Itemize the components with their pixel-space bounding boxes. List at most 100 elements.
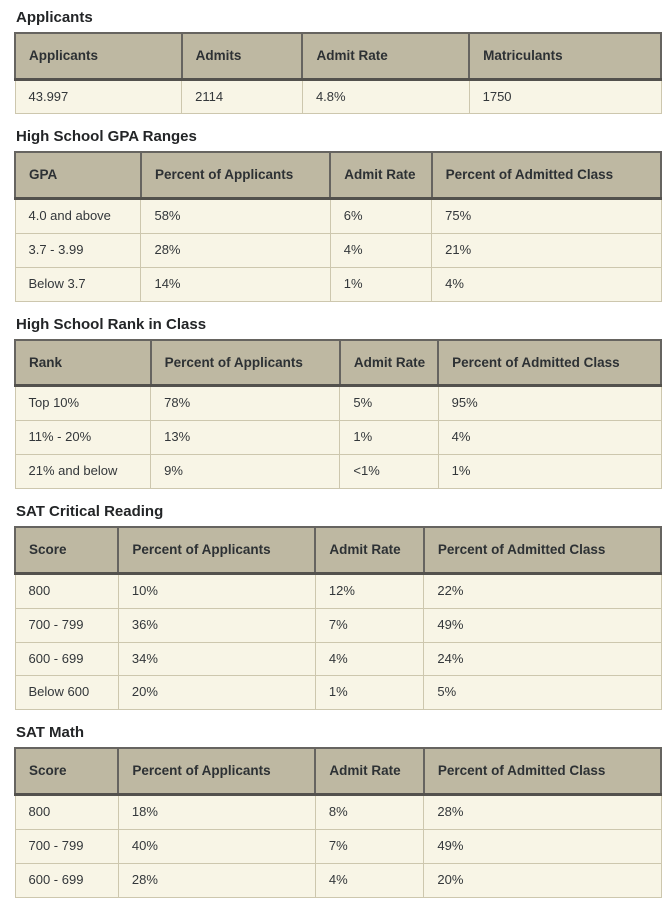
column-header: Percent of Applicants	[139, 151, 332, 200]
table-row: 11% - 20% 13% 1% 4%	[14, 420, 662, 456]
stats-section: SAT Critical Reading Score Percent of App…	[13, 504, 663, 711]
stats-table: Applicants Admits Admit Rate Matriculants 4…	[14, 31, 662, 115]
table-row: 3.7 - 3.99 28% 4% 21%	[14, 232, 662, 268]
table-cell: 21% and below	[14, 454, 152, 490]
table-cell: 43.997	[14, 78, 183, 115]
table-cell: 3.7 - 3.99	[14, 232, 142, 268]
table-header-row: GPA Percent of Applicants Admit Rate Percen…	[14, 151, 663, 200]
table-cell: 1%	[339, 420, 439, 456]
column-header: Percent of Applicants	[149, 338, 341, 388]
table-cell: 4.0 and above	[14, 197, 142, 234]
section-title: High School GPA Ranges	[16, 128, 197, 146]
table-cell: 40%	[117, 828, 316, 864]
table-cell: 4%	[329, 232, 433, 268]
column-header: Percent of Applicants	[117, 526, 317, 575]
column-header: Score	[13, 526, 120, 575]
stats-table: GPA Percent of Applicants Admit Rate Percen…	[14, 151, 663, 302]
table-row: Top 10% 78% 5% 95%	[14, 385, 662, 422]
table-row: 600 - 699 34% 4% 24%	[14, 641, 662, 677]
table-row: Below 3.7 14% 1% 4%	[14, 266, 662, 302]
column-header: Rank	[14, 338, 152, 388]
table-cell: 2114	[181, 78, 303, 115]
table-cell: 20%	[423, 862, 662, 898]
stats-table: Score Percent of Applicants Admit Rate Perc…	[13, 526, 663, 711]
table-cell: 7%	[314, 828, 425, 864]
table-cell: 5%	[423, 675, 662, 711]
column-header: Matriculants	[468, 31, 662, 81]
table-cell: 4%	[437, 420, 662, 456]
table-cell: 9%	[150, 454, 341, 490]
table-cell: 5%	[339, 385, 439, 422]
stats-section: SAT Math Score Percent of Applicants Admit…	[13, 724, 663, 898]
stats-section: High School Rank in Class Rank Percent of…	[14, 315, 662, 490]
column-header: GPA	[14, 151, 142, 200]
table-cell: 49%	[423, 607, 662, 643]
table-cell: 22%	[423, 572, 662, 609]
column-header: Percent of Admitted Class	[422, 747, 663, 796]
table-cell: 700 - 799	[14, 828, 119, 864]
table-cell: 28%	[117, 862, 316, 898]
table-cell: 1%	[329, 266, 433, 302]
table-row: Below 600 20% 1% 5%	[14, 675, 662, 711]
table-cell: Below 600	[14, 675, 119, 711]
column-header: Percent of Applicants	[117, 747, 317, 796]
table-cell: 78%	[150, 385, 341, 422]
table-cell: 800	[14, 793, 119, 830]
table-cell: 95%	[437, 385, 662, 422]
stats-table: Score Percent of Applicants Admit Rate Perc…	[13, 747, 663, 898]
table-row: 4.0 and above 58% 6% 75%	[14, 197, 662, 234]
table-cell: 600 - 699	[14, 862, 119, 898]
table-cell: 28%	[423, 793, 662, 830]
table-cell: 4.8%	[301, 78, 470, 115]
column-header: Percent of Admitted Class	[430, 151, 663, 200]
table-cell: 1750	[468, 78, 662, 115]
table-cell: 4%	[314, 641, 425, 677]
table-cell: 1%	[437, 454, 662, 490]
table-cell: 12%	[314, 572, 425, 609]
table-cell: 28%	[140, 232, 331, 268]
table-cell: 7%	[314, 607, 425, 643]
table-row: 21% and below 9% <1% 1%	[14, 454, 662, 490]
table-row: 700 - 799 40% 7% 49%	[14, 828, 662, 864]
table-row: 800 18% 8% 28%	[14, 793, 662, 830]
section-title: SAT Math	[16, 724, 85, 742]
table-cell: 6%	[329, 197, 433, 234]
table-cell: 18%	[117, 793, 316, 830]
table-row: 800 10% 12% 22%	[14, 572, 662, 609]
table-header-row: Score Percent of Applicants Admit Rate Perc…	[13, 747, 663, 796]
table-row: 600 - 699 28% 4% 20%	[14, 862, 662, 898]
table-row: 43.997 2114 4.8% 1750	[14, 78, 662, 115]
column-header: Admits	[180, 31, 304, 81]
column-header: Admit Rate	[314, 526, 425, 575]
stats-table: Rank Percent of Applicants Admit Rate Perce…	[14, 338, 662, 490]
section-title: High School Rank in Class	[16, 315, 207, 333]
stats-section: High School GPA Ranges GPA Percent of App…	[14, 128, 663, 302]
column-header: Percent of Admitted Class	[437, 338, 662, 388]
table-header-row: Score Percent of Applicants Admit Rate Perc…	[13, 526, 663, 575]
table-cell: 1%	[314, 675, 425, 711]
table-cell: 4%	[314, 862, 425, 898]
table-cell: 36%	[117, 607, 316, 643]
table-cell: 600 - 699	[14, 641, 119, 677]
column-header: Percent of Admitted Class	[422, 526, 663, 575]
table-cell: 4%	[431, 266, 662, 302]
table-cell: 11% - 20%	[14, 420, 152, 456]
table-cell: Below 3.7	[14, 266, 142, 302]
table-header-row: Applicants Admits Admit Rate Matriculants	[14, 31, 662, 81]
table-cell: 24%	[423, 641, 662, 677]
table-cell: 34%	[117, 641, 316, 677]
column-header: Admit Rate	[338, 338, 440, 388]
table-cell: <1%	[339, 454, 439, 490]
table-header-row: Rank Percent of Applicants Admit Rate Perce…	[14, 338, 662, 388]
stats-section: Applicants Applicants Admits Admit Rate Mat…	[14, 10, 662, 115]
table-cell: 75%	[431, 197, 662, 234]
table-cell: 700 - 799	[14, 607, 119, 643]
table-cell: 20%	[117, 675, 316, 711]
column-header: Admit Rate	[314, 747, 425, 796]
table-cell: 58%	[140, 197, 331, 234]
column-header: Admit Rate	[301, 31, 471, 81]
table-cell: 10%	[117, 572, 316, 609]
table-cell: 49%	[423, 828, 662, 864]
table-cell: Top 10%	[14, 385, 152, 422]
